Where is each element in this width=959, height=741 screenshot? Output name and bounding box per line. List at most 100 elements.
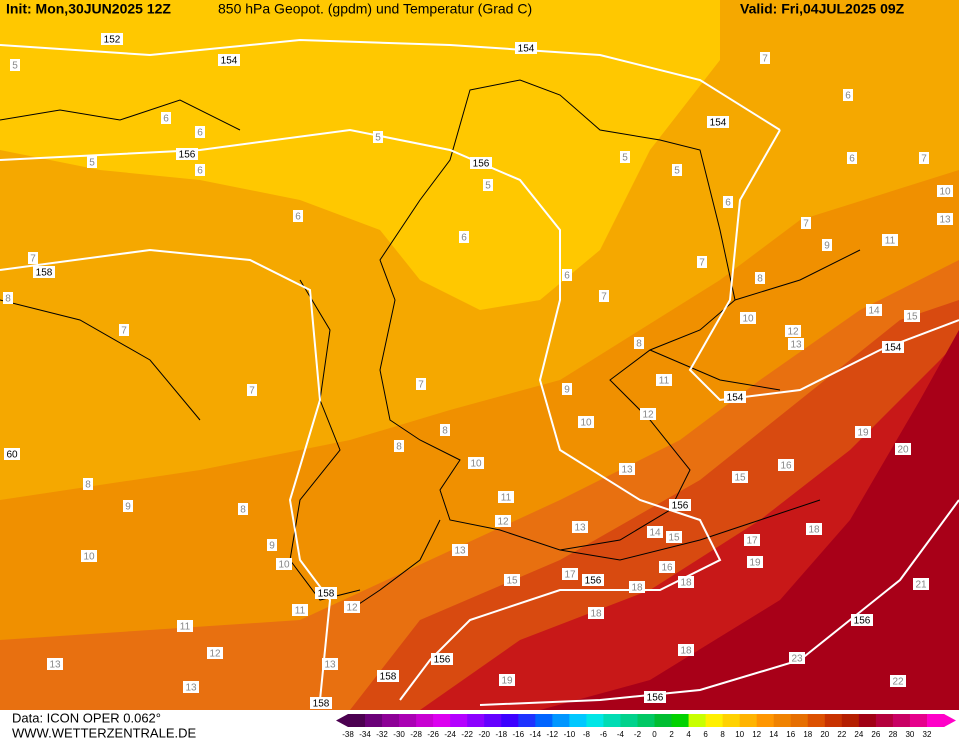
label-box bbox=[4, 448, 20, 460]
contour-label: 12 bbox=[787, 327, 799, 338]
contour-label: 8 bbox=[442, 426, 448, 437]
scale-swatch bbox=[416, 714, 434, 727]
label-box bbox=[459, 231, 469, 243]
label-box bbox=[28, 252, 38, 264]
label-box bbox=[207, 647, 223, 659]
scale-label: -16 bbox=[513, 730, 525, 739]
contour-label: 7 bbox=[121, 326, 127, 337]
map bbox=[0, 0, 959, 710]
contour-label: 6 bbox=[197, 166, 203, 177]
label-box bbox=[788, 338, 804, 350]
label-box bbox=[101, 33, 123, 45]
contour-label: 7 bbox=[762, 54, 768, 65]
contour-label: 12 bbox=[497, 517, 509, 528]
label-box bbox=[724, 391, 746, 403]
label-box bbox=[123, 500, 133, 512]
label-box bbox=[822, 239, 832, 251]
temp-field bbox=[0, 0, 720, 310]
scale-swatch bbox=[450, 714, 468, 727]
label-box bbox=[183, 681, 199, 693]
scale-swatch bbox=[892, 714, 911, 727]
contour-label: 19 bbox=[749, 558, 761, 569]
label-box bbox=[634, 337, 644, 349]
scale-swatch bbox=[875, 714, 894, 727]
scale-label: -12 bbox=[547, 730, 559, 739]
scale-swatch bbox=[739, 714, 758, 727]
label-box bbox=[895, 443, 911, 455]
contour-label: 18 bbox=[808, 525, 820, 536]
contour-label: 8 bbox=[396, 442, 402, 453]
label-box bbox=[195, 126, 205, 138]
label-box bbox=[394, 440, 404, 452]
contour-label: 156 bbox=[647, 693, 664, 704]
label-box bbox=[504, 574, 520, 586]
scale-swatch bbox=[637, 714, 656, 727]
contour-label: 18 bbox=[590, 609, 602, 620]
contour-label: 10 bbox=[83, 552, 95, 563]
label-box bbox=[866, 304, 882, 316]
scale-arrow bbox=[336, 714, 348, 727]
scale-label: -38 bbox=[342, 730, 354, 739]
label-box bbox=[723, 196, 733, 208]
scale-label: 4 bbox=[686, 730, 691, 739]
scale-swatch bbox=[382, 714, 400, 727]
label-box bbox=[416, 378, 426, 390]
label-box bbox=[669, 499, 691, 511]
scale-label: 24 bbox=[854, 730, 863, 739]
contour-label: 13 bbox=[621, 465, 633, 476]
label-box bbox=[678, 576, 694, 588]
label-box bbox=[740, 312, 756, 324]
label-box bbox=[119, 324, 129, 336]
contour-label: 6 bbox=[564, 271, 570, 282]
scale-label: -10 bbox=[564, 730, 576, 739]
contour-label: 6 bbox=[295, 212, 301, 223]
label-box bbox=[599, 290, 609, 302]
scale-label: 28 bbox=[888, 730, 897, 739]
scale-label: 26 bbox=[871, 730, 880, 739]
label-box bbox=[377, 670, 399, 682]
label-box bbox=[789, 652, 805, 664]
contour-label: 15 bbox=[734, 473, 746, 484]
contour-label: 156 bbox=[179, 150, 196, 161]
label-box bbox=[293, 210, 303, 222]
label-box bbox=[656, 374, 672, 386]
contour-label: 6 bbox=[849, 154, 855, 165]
contour-label: 6 bbox=[163, 114, 169, 125]
label-box bbox=[452, 544, 468, 556]
label-box bbox=[806, 523, 822, 535]
contour-label: 5 bbox=[485, 181, 491, 192]
label-box bbox=[276, 558, 292, 570]
label-box bbox=[431, 653, 453, 665]
scale-label: 12 bbox=[752, 730, 761, 739]
scale-label: -26 bbox=[427, 730, 439, 739]
label-box bbox=[47, 658, 63, 670]
contour-label: 18 bbox=[680, 646, 692, 657]
scale-swatch bbox=[620, 714, 638, 727]
contour-label: 8 bbox=[85, 480, 91, 491]
scale-swatch bbox=[909, 714, 928, 727]
scale-swatch bbox=[501, 714, 519, 727]
scale-label: 8 bbox=[720, 730, 725, 739]
label-box bbox=[937, 185, 953, 197]
label-box bbox=[644, 691, 666, 703]
scale-swatch bbox=[807, 714, 826, 727]
label-box bbox=[640, 408, 656, 420]
contour-label: 158 bbox=[313, 699, 330, 710]
contour-label: 7 bbox=[30, 254, 36, 265]
contour-label: 154 bbox=[518, 44, 535, 55]
scale-label: -20 bbox=[478, 730, 490, 739]
scale-swatch bbox=[858, 714, 877, 727]
label-box bbox=[440, 424, 450, 436]
label-box bbox=[572, 521, 588, 533]
website: WWW.WETTERZENTRALE.DE bbox=[12, 725, 196, 740]
label-box bbox=[468, 457, 484, 469]
scale-swatch bbox=[773, 714, 792, 727]
label-box bbox=[238, 503, 248, 515]
contour-label: 5 bbox=[89, 158, 95, 169]
contour-label: 18 bbox=[631, 583, 643, 594]
scale-label: 32 bbox=[923, 730, 932, 739]
label-box bbox=[292, 604, 308, 616]
contour-label: 16 bbox=[780, 461, 792, 472]
contour-label: 9 bbox=[564, 385, 570, 396]
